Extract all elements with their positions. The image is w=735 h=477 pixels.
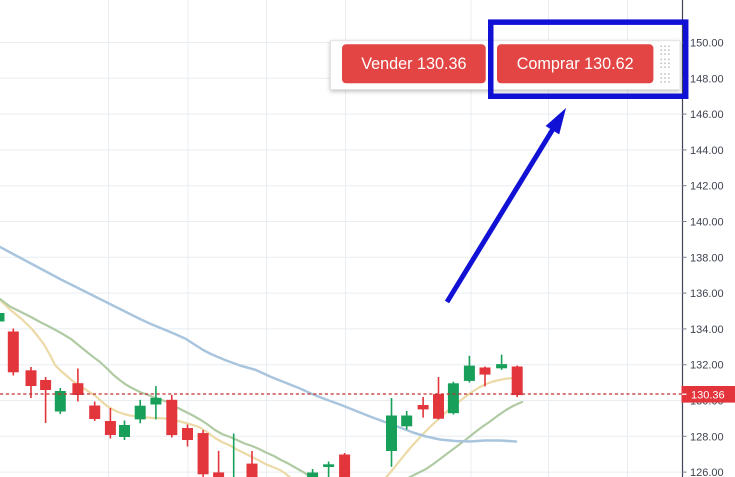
svg-text:126.00: 126.00 — [690, 467, 724, 477]
svg-text:150.00: 150.00 — [690, 38, 724, 50]
svg-text:146.00: 146.00 — [690, 109, 724, 121]
svg-text:Vender 130.36: Vender 130.36 — [361, 55, 466, 73]
svg-text:142.00: 142.00 — [690, 181, 724, 193]
svg-text:132.00: 132.00 — [690, 360, 724, 372]
svg-text:130.36: 130.36 — [691, 389, 725, 401]
svg-text:Comprar 130.62: Comprar 130.62 — [517, 55, 634, 73]
svg-text:138.00: 138.00 — [690, 252, 724, 264]
svg-text:128.00: 128.00 — [690, 431, 724, 443]
svg-text:144.00: 144.00 — [690, 145, 724, 157]
svg-text:140.00: 140.00 — [690, 217, 724, 229]
svg-text:134.00: 134.00 — [690, 324, 724, 336]
svg-text:148.00: 148.00 — [690, 73, 724, 85]
svg-text:136.00: 136.00 — [690, 288, 724, 300]
